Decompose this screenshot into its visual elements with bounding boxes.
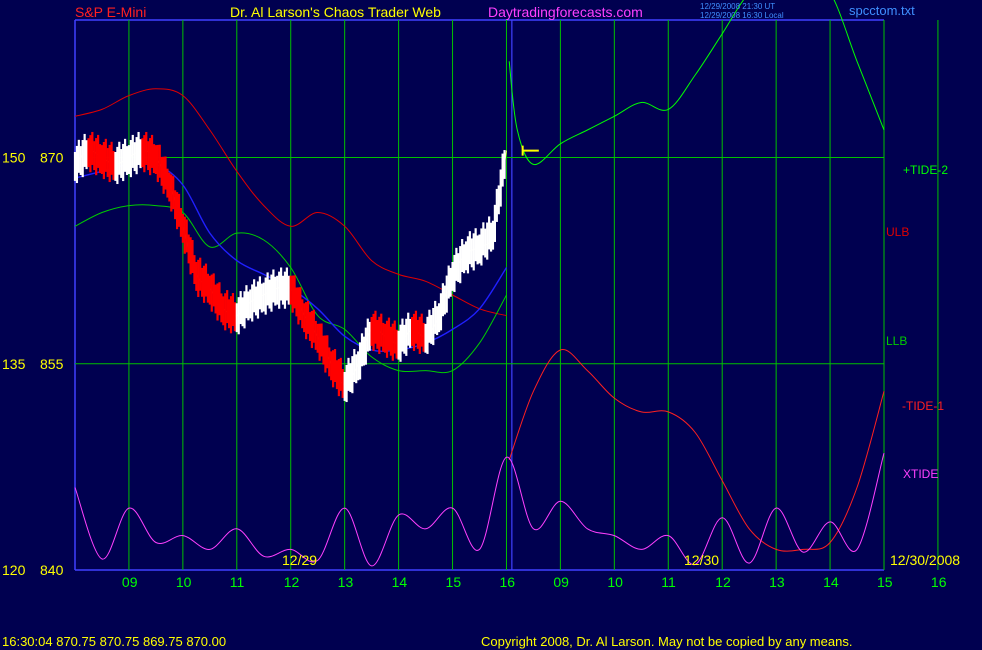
y-tick-label: 870 bbox=[40, 150, 64, 166]
price-bars bbox=[73, 131, 539, 403]
x-tick-label: 15 bbox=[446, 574, 462, 590]
date-label-3: 12/30/2008 bbox=[890, 552, 960, 568]
series-label-xtide: XTIDE bbox=[903, 467, 938, 481]
symbol-label: S&P E-Mini bbox=[75, 4, 146, 20]
series-line-ulb bbox=[74, 88, 507, 317]
timestamp-local: 12/29/2008 16:30 Local bbox=[700, 11, 784, 20]
x-tick-label: 15 bbox=[877, 574, 893, 590]
series-label-tide1: -TIDE-1 bbox=[902, 399, 944, 413]
series-line-xtide bbox=[74, 452, 885, 567]
y-tick-label: 840 bbox=[40, 562, 64, 578]
x-tick-label: 16 bbox=[499, 574, 515, 590]
y-tick-left-label: 120 bbox=[2, 562, 26, 578]
x-tick-label: 10 bbox=[176, 574, 192, 590]
series-label-tide2: +TIDE-2 bbox=[903, 163, 948, 177]
quote-readout: 16:30:04 870.75 870.75 869.75 870.00 bbox=[2, 634, 226, 649]
y-tick-label: 855 bbox=[40, 356, 64, 372]
x-tick-label: 12 bbox=[284, 574, 300, 590]
series-line-tide-2 bbox=[508, 0, 885, 165]
x-tick-label: 13 bbox=[338, 574, 354, 590]
x-tick-label: 12 bbox=[715, 574, 731, 590]
timestamp-ut: 12/29/2008 21:30 UT bbox=[700, 2, 775, 11]
y-tick-left-label: 150 bbox=[2, 150, 26, 166]
x-tick-label: 10 bbox=[607, 574, 623, 590]
x-tick-label: 14 bbox=[823, 574, 839, 590]
series-label-ulb: ULB bbox=[886, 225, 909, 239]
x-tick-label: 14 bbox=[392, 574, 408, 590]
x-tick-label: 16 bbox=[931, 574, 947, 590]
y-tick-left-label: 135 bbox=[2, 356, 26, 372]
series-line-llb bbox=[74, 204, 507, 374]
copyright: Copyright 2008, Dr. Al Larson. May not b… bbox=[481, 634, 852, 649]
x-tick-label: 09 bbox=[122, 574, 138, 590]
site-label: Daytradingforecasts.com bbox=[488, 4, 643, 20]
x-tick-label: 11 bbox=[661, 574, 676, 590]
x-tick-label: 11 bbox=[230, 574, 245, 590]
series-label-llb: LLB bbox=[886, 334, 907, 348]
x-tick-label: 13 bbox=[769, 574, 785, 590]
x-tick-label: 09 bbox=[553, 574, 569, 590]
date-label-1: 12/29 bbox=[282, 552, 317, 568]
series-line-tide-1 bbox=[508, 349, 885, 552]
page-title: Dr. Al Larson's Chaos Trader Web bbox=[230, 4, 441, 20]
date-label-2: 12/30 bbox=[684, 552, 719, 568]
file-label: spcctom.txt bbox=[849, 3, 915, 18]
